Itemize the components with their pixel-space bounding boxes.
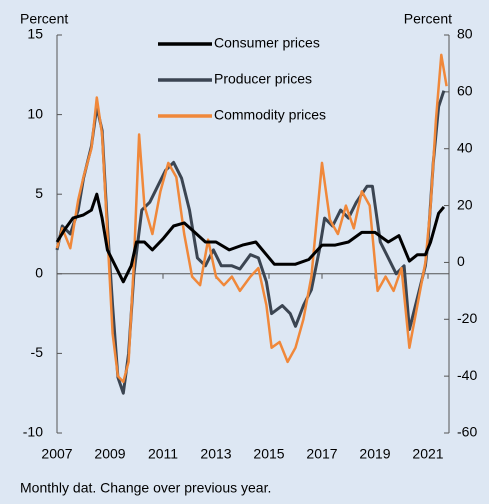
y2-tick-label: -20 [457,310,477,326]
y2-tick-label: 20 [457,196,473,212]
y-axis-label: Percent [20,11,68,27]
x-tick-label: 2019 [359,446,390,462]
x-tick-label: 2013 [200,446,231,462]
series-line [55,90,446,395]
x-tick-label: 2015 [253,446,284,462]
x-tick-label: 2011 [148,446,178,462]
y2-tick-label: 0 [457,253,465,269]
x-tick-label: 2007 [41,446,72,462]
y-tick-label: 10 [27,105,43,121]
y2-tick-label: -40 [457,367,477,383]
x-tick-label: 2017 [306,446,337,462]
note: Monthly dat. Change over previous year. [20,480,271,496]
y-tick-label: -10 [23,424,43,440]
series-line [55,192,446,284]
y2-tick-label: 80 [457,26,473,42]
y2-tick-label: 40 [457,139,473,155]
y2-axis-label: Percent [404,11,452,27]
y-tick-label: -5 [31,344,44,360]
legend-label: Producer prices [214,71,312,87]
y-tick-label: 15 [27,26,43,42]
legend-label: Consumer prices [214,35,320,51]
y-tick-label: 5 [35,185,43,201]
y-tick-label: 0 [35,265,43,281]
x-tick-label: 2021 [412,446,443,462]
x-tick-label: 2009 [94,446,125,462]
y2-tick-label: -60 [457,424,477,440]
y2-tick-label: 60 [457,83,473,99]
series-line [55,53,448,384]
legend-label: Commodity prices [214,107,326,123]
